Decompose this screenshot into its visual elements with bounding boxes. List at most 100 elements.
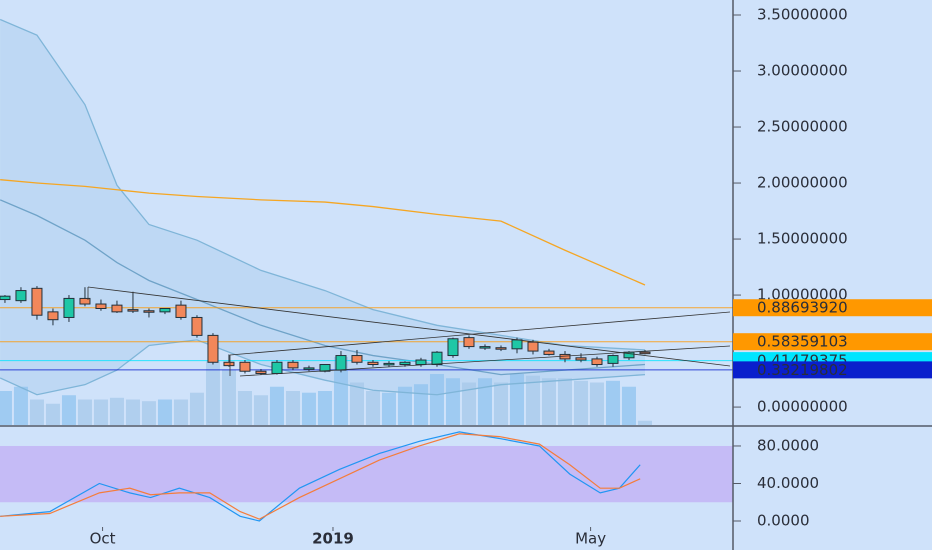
volume-bar [589, 382, 604, 425]
y-tick-label: 2.00000000 [757, 174, 848, 192]
candle-body [543, 350, 555, 355]
candle-body [479, 346, 491, 349]
volume-bar [0, 391, 12, 425]
candle-body [0, 295, 11, 301]
y-tick-label: 2.50000000 [757, 118, 848, 136]
volume-bar [13, 386, 28, 425]
volume-bar [493, 382, 508, 425]
volume-bar [157, 399, 172, 425]
price-label-box [733, 299, 932, 317]
candle-body [255, 370, 267, 374]
candle-body [447, 338, 459, 357]
candle-body [383, 362, 395, 366]
volume-bar [573, 380, 588, 425]
volume-bar [125, 399, 140, 425]
candle-body [351, 355, 363, 363]
candle-body [463, 337, 475, 348]
candle-body [47, 311, 59, 321]
price-label: 0.58359103 [757, 333, 848, 351]
price-label: 0.33219802 [757, 361, 848, 379]
volume-bar [93, 399, 108, 425]
volume-bar [301, 392, 316, 425]
volume-bar [141, 401, 156, 425]
candle-body [527, 341, 539, 352]
stoch-line [0, 433, 641, 520]
candle-body [15, 290, 27, 302]
candle-body [207, 334, 219, 363]
y-tick-label: 3.00000000 [757, 62, 848, 80]
volume-bar [205, 361, 220, 425]
candle-body [639, 351, 651, 355]
volume-bar [349, 382, 364, 425]
volume-bar [317, 391, 332, 425]
volume-bar [605, 380, 620, 425]
candle-body [95, 303, 107, 310]
overlay-line [0, 199, 646, 376]
volume-bar [541, 378, 556, 425]
volume-bar [237, 391, 252, 425]
volume-bar [285, 391, 300, 425]
candle-body [223, 361, 235, 367]
volume-bar [621, 386, 636, 425]
candle-body [239, 361, 251, 372]
x-tick-label: May [575, 530, 606, 548]
volume-bar [269, 386, 284, 425]
candle-body [319, 364, 331, 372]
candle-body [591, 358, 603, 366]
candle-body [143, 310, 155, 313]
volume-bar [637, 420, 652, 425]
volume-bar [365, 391, 380, 425]
stoch-tick-label: 40.0000 [757, 474, 819, 492]
stoch-tick-label: 0.0000 [757, 511, 810, 529]
volume-bar [413, 384, 428, 425]
candle-body [127, 309, 139, 312]
candle-body [303, 367, 315, 370]
candle-body [287, 361, 299, 369]
volume-bar [557, 378, 572, 425]
candle-body [175, 304, 187, 318]
volume-bar [61, 395, 76, 425]
candle-body [31, 287, 43, 316]
stoch-tick-label: 80.0000 [757, 436, 819, 454]
trend-line [229, 311, 731, 356]
volume-bar [429, 374, 444, 425]
candle-body [399, 361, 411, 366]
overlay-line [0, 179, 646, 286]
volume-bar [45, 403, 60, 425]
band-fill [0, 19, 645, 395]
y-tick-label: 3.50000000 [757, 6, 848, 24]
x-tick-label: 2019 [312, 530, 354, 548]
volume-bar [173, 399, 188, 425]
y-tick-label: 1.00000000 [757, 286, 848, 304]
volume-bar [509, 374, 524, 425]
volume-bar [109, 397, 124, 425]
price-label-box [733, 361, 932, 379]
volume-bar [29, 399, 44, 425]
price-label: 0.88693920 [757, 299, 848, 317]
x-tick-label: Oct [90, 530, 116, 548]
candle-body [415, 359, 427, 366]
volume-bar [461, 382, 476, 425]
volume-bar [445, 378, 460, 425]
volume-bar [477, 378, 492, 425]
candle-body [79, 297, 91, 305]
trend-lines [87, 286, 731, 377]
volume-bar [525, 375, 540, 425]
y-tick-label: 1.50000000 [757, 230, 848, 248]
y-tick-label: 0.00000000 [757, 398, 848, 416]
stoch-band [0, 445, 733, 503]
overlay-line [0, 339, 646, 396]
candle-body [607, 355, 619, 364]
volume-bar [189, 392, 204, 425]
price-pane [0, 18, 733, 425]
candle-body [191, 316, 203, 336]
candle-body [335, 355, 347, 371]
volume-bar [397, 386, 412, 425]
stochastic-pane [0, 431, 733, 522]
candle-body [271, 361, 283, 374]
volume-bar [333, 357, 348, 425]
candle-body [495, 347, 507, 350]
candle-body [63, 297, 75, 318]
